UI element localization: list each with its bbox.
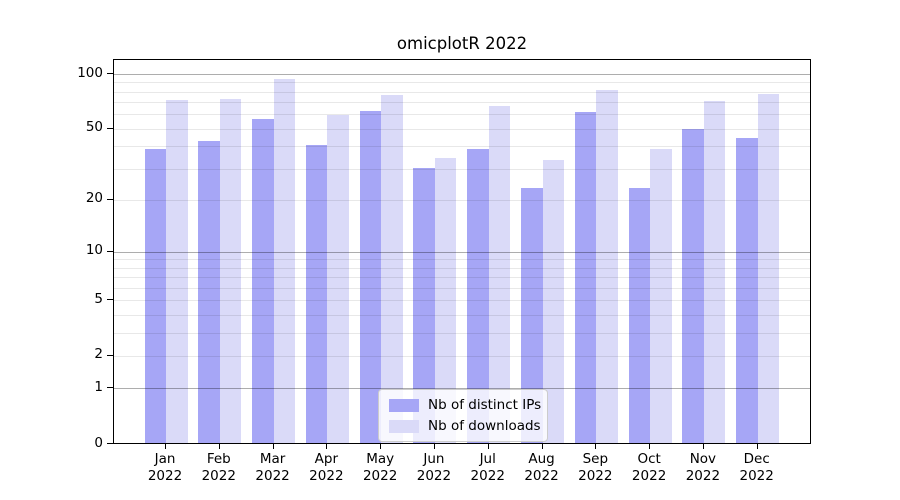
legend-label-downloads: Nb of downloads <box>428 418 541 434</box>
x-tick-aug <box>541 443 543 449</box>
x-tick-feb <box>218 443 220 449</box>
y-tick-label-100: 100 <box>77 64 103 81</box>
y-tick-20 <box>107 198 113 200</box>
x-tick-label-oct: Oct 2022 <box>631 451 667 484</box>
gridline-minor-80 <box>114 91 810 93</box>
gridline-minor-7 <box>114 277 810 279</box>
y-tick-100 <box>107 73 113 74</box>
y-tick-2 <box>107 354 113 356</box>
bar-downloads-nov <box>703 101 726 443</box>
bar-downloads-apr <box>327 114 349 443</box>
y-tick-1 <box>107 387 113 389</box>
gridline-minor-20 <box>114 199 810 201</box>
x-tick-oct <box>649 443 651 449</box>
y-tick-0 <box>107 443 113 444</box>
bar-distinct-ips-oct <box>628 188 651 443</box>
x-tick-label-aug: Aug 2022 <box>524 451 559 484</box>
x-tick-mar <box>272 443 274 449</box>
y-tick-5 <box>107 299 113 301</box>
bar-distinct-ips-mar <box>252 118 274 443</box>
bar-distinct-ips-aug <box>521 188 543 443</box>
grid-layer <box>114 60 810 443</box>
gridline-minor-5 <box>114 300 810 302</box>
bar-distinct-ips-dec <box>736 137 758 443</box>
x-tick-label-apr: Apr 2022 <box>309 451 344 484</box>
gridline-major-10 <box>114 251 810 253</box>
bar-distinct-ips-sep <box>574 112 597 443</box>
x-tick-label-sep: Sep 2022 <box>578 451 613 484</box>
bar-distinct-ips-apr <box>305 145 328 443</box>
legend-swatch-downloads <box>389 419 419 433</box>
x-tick-may <box>380 443 382 449</box>
bar-distinct-ips-nov <box>682 129 704 443</box>
y-tick-label-50: 50 <box>85 119 103 136</box>
gridline-minor-70 <box>114 102 810 104</box>
legend-label-distinct-ips: Nb of distinct IPs <box>428 397 542 413</box>
gridline-major-1 <box>114 388 810 390</box>
gridline-minor-90 <box>114 82 810 84</box>
bar-downloads-jan <box>166 100 188 443</box>
gridline-minor-4 <box>114 314 810 316</box>
gridline-minor-40 <box>114 146 810 148</box>
bar-downloads-jul <box>488 105 511 443</box>
legend-item-distinct-ips: Nb of distinct IPs <box>389 397 541 413</box>
x-tick-label-jul: Jul 2022 <box>470 451 505 484</box>
gridline-minor-50 <box>114 128 810 130</box>
gridline-minor-2 <box>114 355 810 357</box>
x-tick-dec <box>756 443 758 449</box>
gridline-minor-9 <box>114 259 810 261</box>
bars-layer <box>114 60 810 443</box>
bar-downloads-feb <box>219 99 242 443</box>
x-tick-nov <box>702 443 704 449</box>
x-tick-label-feb: Feb 2022 <box>201 451 236 484</box>
bar-downloads-may <box>381 94 403 443</box>
y-tick-label-20: 20 <box>85 190 103 207</box>
y-tick-label-0: 0 <box>94 434 103 451</box>
x-tick-label-may: May 2022 <box>362 451 398 484</box>
bar-downloads-aug <box>542 160 565 443</box>
legend-item-downloads: Nb of downloads <box>389 418 541 434</box>
y-tick-label-10: 10 <box>85 242 103 259</box>
bar-downloads-jun <box>434 157 457 443</box>
legend: Nb of distinct IPs Nb of downloads <box>378 389 548 442</box>
x-tick-sep <box>595 443 597 449</box>
y-tick-label-5: 5 <box>94 290 103 307</box>
bar-distinct-ips-jun <box>413 167 435 443</box>
bar-distinct-ips-may <box>359 110 382 443</box>
plot-area: Nb of distinct IPs Nb of downloads <box>113 59 811 444</box>
x-tick-label-dec: Dec 2022 <box>739 451 774 484</box>
gridline-major-100 <box>114 74 810 75</box>
bar-distinct-ips-feb <box>198 141 220 443</box>
x-tick-label-jan: Jan 2022 <box>147 451 183 484</box>
y-tick-50 <box>107 127 113 129</box>
chart-title: omicplotR 2022 <box>396 34 528 53</box>
gridline-minor-60 <box>114 114 810 116</box>
x-tick-label-mar: Mar 2022 <box>255 451 290 484</box>
y-tick-label-1: 1 <box>94 378 103 395</box>
y-tick-label-2: 2 <box>94 346 103 363</box>
x-tick-label-jun: Jun 2022 <box>416 451 452 484</box>
gridline-minor-3 <box>114 332 810 334</box>
gridline-minor-6 <box>114 287 810 289</box>
bar-distinct-ips-jul <box>467 149 489 443</box>
y-tick-10 <box>107 250 113 252</box>
bar-downloads-oct <box>650 149 672 443</box>
x-tick-jan <box>165 443 166 449</box>
gridline-minor-8 <box>114 267 810 269</box>
x-tick-label-nov: Nov 2022 <box>685 451 721 484</box>
legend-swatch-distinct-ips <box>389 398 419 412</box>
bar-distinct-ips-jan <box>144 149 166 443</box>
bar-downloads-dec <box>757 93 780 443</box>
x-tick-jun <box>433 443 435 449</box>
bar-downloads-sep <box>596 89 618 443</box>
x-tick-jul <box>487 443 489 449</box>
x-tick-apr <box>326 443 328 449</box>
bar-downloads-mar <box>273 78 296 443</box>
gridline-minor-30 <box>114 168 810 170</box>
